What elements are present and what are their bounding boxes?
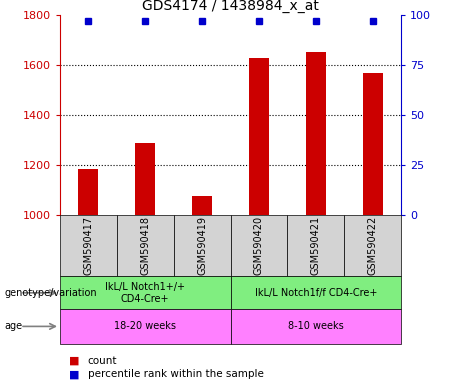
Bar [78, 169, 98, 215]
Text: ■: ■ [69, 356, 80, 366]
Bar [60, 276, 230, 309]
Text: IkL/L Notch1f/f CD4-Cre+: IkL/L Notch1f/f CD4-Cre+ [254, 288, 377, 298]
Text: GSM590422: GSM590422 [367, 216, 378, 275]
Bar [230, 215, 287, 276]
Bar [60, 215, 117, 276]
Text: ■: ■ [69, 369, 80, 379]
Text: GSM590421: GSM590421 [311, 216, 321, 275]
Text: GSM590419: GSM590419 [197, 216, 207, 275]
Text: IkL/L Notch1+/+
CD4-Cre+: IkL/L Notch1+/+ CD4-Cre+ [105, 282, 185, 304]
Bar [287, 215, 344, 276]
Bar [192, 196, 212, 215]
Text: percentile rank within the sample: percentile rank within the sample [88, 369, 264, 379]
Bar [306, 51, 326, 215]
Title: GDS4174 / 1438984_x_at: GDS4174 / 1438984_x_at [142, 0, 319, 13]
Bar [249, 58, 269, 215]
Bar [174, 215, 230, 276]
Bar [117, 215, 174, 276]
Text: count: count [88, 356, 117, 366]
Bar [363, 73, 383, 215]
Bar [60, 309, 230, 344]
Text: GSM590420: GSM590420 [254, 216, 264, 275]
Text: genotype/variation: genotype/variation [5, 288, 97, 298]
Text: age: age [5, 321, 23, 331]
Bar [344, 215, 401, 276]
Text: 18-20 weeks: 18-20 weeks [114, 321, 176, 331]
Bar [135, 142, 155, 215]
Text: 8-10 weeks: 8-10 weeks [288, 321, 343, 331]
Bar [230, 276, 401, 309]
Bar [230, 309, 401, 344]
Text: GSM590418: GSM590418 [140, 216, 150, 275]
Text: GSM590417: GSM590417 [83, 216, 94, 275]
